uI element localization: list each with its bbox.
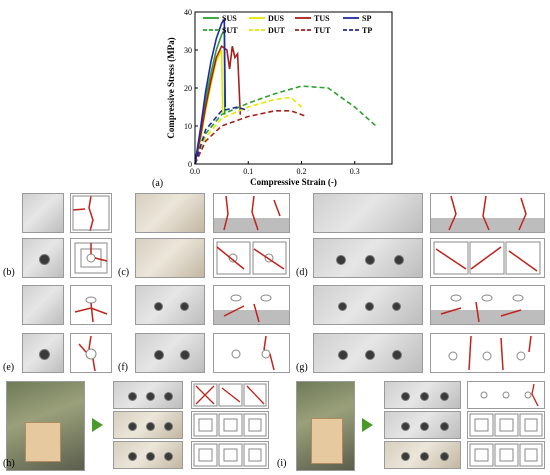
photo-single-cell-2	[22, 238, 64, 278]
photo-single-cell-3	[22, 285, 64, 325]
arrow-i	[362, 418, 373, 432]
x-axis-label: Compressive Strain (-)	[250, 177, 337, 187]
photo-triple-cell-2	[313, 238, 423, 278]
legend-label-sut: SUT	[222, 26, 238, 35]
label-f: (f)	[118, 362, 128, 373]
label-b: (b)	[3, 267, 15, 278]
photo-triple-cell-1	[313, 193, 423, 233]
sketch-specimen-i-1	[467, 381, 545, 409]
y-tick-label: 30	[184, 46, 192, 55]
sketch-specimen-i-3	[467, 441, 545, 469]
legend-label-dus: DUS	[268, 14, 285, 23]
sketch-triple-cell-4	[430, 333, 545, 373]
sketch-triple-cell-1	[430, 193, 545, 233]
legend-label-tus: TUS	[314, 14, 330, 23]
legend-label-sp: SP	[362, 14, 371, 23]
series-line-tp	[194, 106, 249, 165]
x-tick-label: 0.1	[243, 167, 253, 176]
sketch-triple-cell-2	[430, 238, 545, 278]
y-tick-label: 10	[184, 122, 192, 131]
series-line-sut	[194, 85, 377, 165]
x-tick-label: 0.3	[350, 167, 360, 176]
photo-specimen-h-1	[113, 381, 183, 409]
sketch-double-cell-1	[213, 193, 290, 233]
photo-double-cell-1	[135, 193, 205, 233]
sketch-single-cell-4	[70, 333, 112, 373]
label-g: (g)	[296, 362, 308, 373]
x-tick-label: 0.0	[190, 167, 200, 176]
series-line-dut	[194, 96, 303, 165]
sketch-specimen-h-1	[191, 381, 269, 409]
photo-double-cell-2	[135, 238, 205, 278]
photo-specimen-h-3	[113, 441, 183, 469]
sketch-single-cell-3	[70, 285, 112, 325]
sketch-specimen-h-3	[191, 441, 269, 469]
photo-specimen-i-3	[384, 441, 461, 469]
label-d: (d)	[296, 267, 308, 278]
sketch-specimen-h-2	[191, 411, 269, 439]
sketch-single-cell-2	[70, 238, 112, 278]
legend-label-tp: TP	[362, 26, 372, 35]
label-e: (e)	[3, 362, 15, 373]
photo-single-cell-4	[22, 333, 64, 373]
arrow-h	[92, 418, 103, 432]
sketch-double-cell-3	[213, 285, 290, 325]
sketch-single-cell-1	[70, 193, 112, 233]
stress-strain-chart: 0.0 0.1 0.2 0.3 0 10 20 30 40 Compressive Strain …	[166, 8, 393, 187]
label-h: (h)	[3, 458, 15, 469]
legend-label-tut: TUT	[314, 26, 331, 35]
y-axis-label: Compressive Stress (MPa)	[166, 37, 176, 138]
sketch-double-cell-4	[213, 333, 290, 373]
legend-label-dut: DUT	[268, 26, 286, 35]
photo-double-cell-4	[135, 333, 205, 373]
photo-single-cell-1	[22, 193, 64, 233]
photo-specimen-i-2	[384, 411, 461, 439]
photo-specimen-i-1	[384, 381, 461, 409]
photo-triple-cell-4	[313, 333, 423, 373]
sketch-double-cell-2	[213, 238, 290, 278]
sketch-specimen-i-2	[467, 411, 545, 439]
photo-test-setup-i	[296, 381, 355, 471]
photo-triple-cell-3	[313, 285, 423, 325]
label-a: (a)	[152, 178, 164, 189]
y-tick-label: 20	[184, 84, 192, 93]
x-tick-label: 0.2	[296, 167, 306, 176]
sketch-triple-cell-3	[430, 285, 545, 325]
series-line-tut	[194, 110, 308, 165]
label-i: (i)	[277, 458, 287, 469]
y-tick-label: 0	[188, 160, 192, 169]
photo-double-cell-3	[135, 285, 205, 325]
photo-specimen-h-2	[113, 411, 183, 439]
photo-test-setup-h	[6, 381, 85, 471]
label-c: (c)	[118, 267, 130, 278]
y-tick-label: 40	[184, 8, 192, 17]
legend-label-sus: SUS	[222, 14, 237, 23]
series-line-sp	[194, 17, 227, 165]
